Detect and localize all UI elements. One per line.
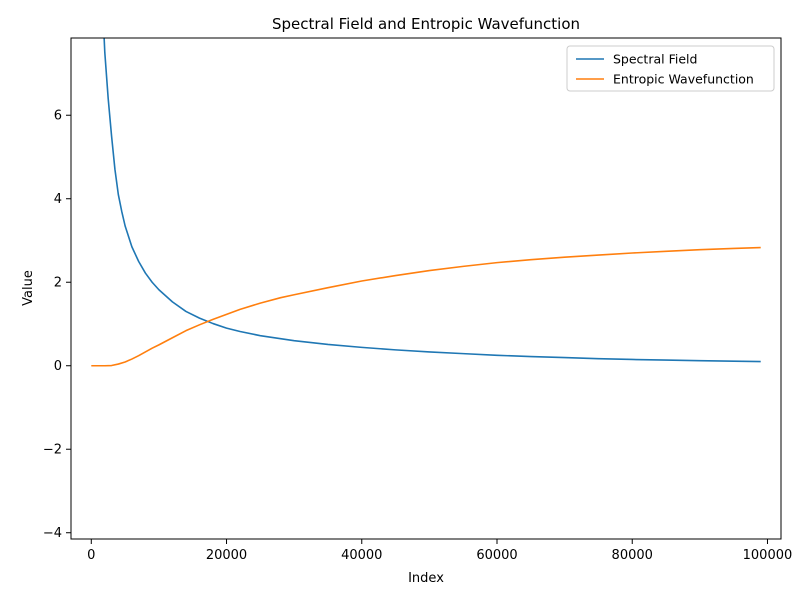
x-axis-label: Index (408, 571, 444, 586)
y-tick-label: −4 (43, 526, 62, 541)
series-line-entropic-wavefunction (91, 246, 761, 367)
legend-label-entropic-wavefunction: Entropic Wavefunction (613, 72, 754, 87)
x-tick-label: 100000 (743, 548, 793, 563)
y-tick-label: 6 (54, 109, 62, 124)
y-axis-label: Value (21, 270, 36, 306)
plot-frame (70, 37, 782, 540)
x-tick-label: 0 (87, 548, 95, 563)
x-tick-label: 40000 (341, 548, 382, 563)
x-tick-label: 60000 (476, 548, 517, 563)
chart-title: Spectral Field and Entropic Wavefunction (272, 15, 580, 33)
legend: Spectral Field Entropic Wavefunction (566, 45, 775, 92)
y-tick-label: −2 (43, 443, 62, 458)
series-line-spectral-field (103, 38, 761, 363)
y-tick-label: 0 (54, 359, 62, 374)
legend-label-spectral-field: Spectral Field (613, 52, 697, 67)
plot-area (71, 38, 781, 539)
x-tick-label: 20000 (206, 548, 247, 563)
y-tick-label: 2 (54, 276, 62, 291)
y-tick-label: 4 (54, 192, 62, 207)
x-tick-label: 80000 (612, 548, 653, 563)
legend-frame (566, 45, 775, 92)
